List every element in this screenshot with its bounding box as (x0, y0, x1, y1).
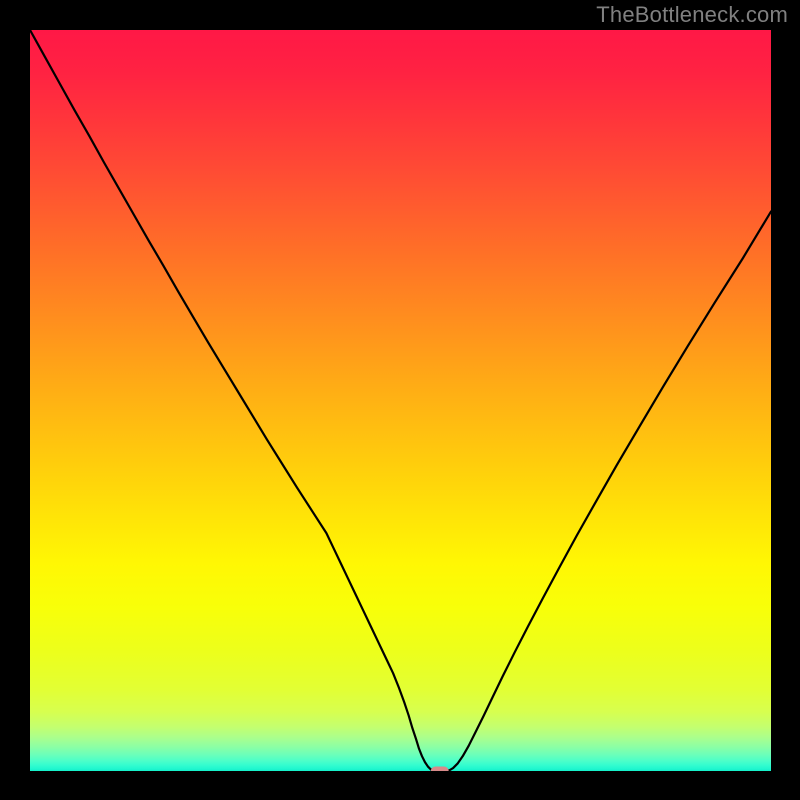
plot-svg (30, 30, 771, 771)
watermark-text: TheBottleneck.com (596, 2, 788, 28)
chart-root: TheBottleneck.com (0, 0, 800, 800)
plot-area (30, 30, 771, 771)
minimum-marker (431, 767, 449, 771)
gradient-background (30, 30, 771, 771)
